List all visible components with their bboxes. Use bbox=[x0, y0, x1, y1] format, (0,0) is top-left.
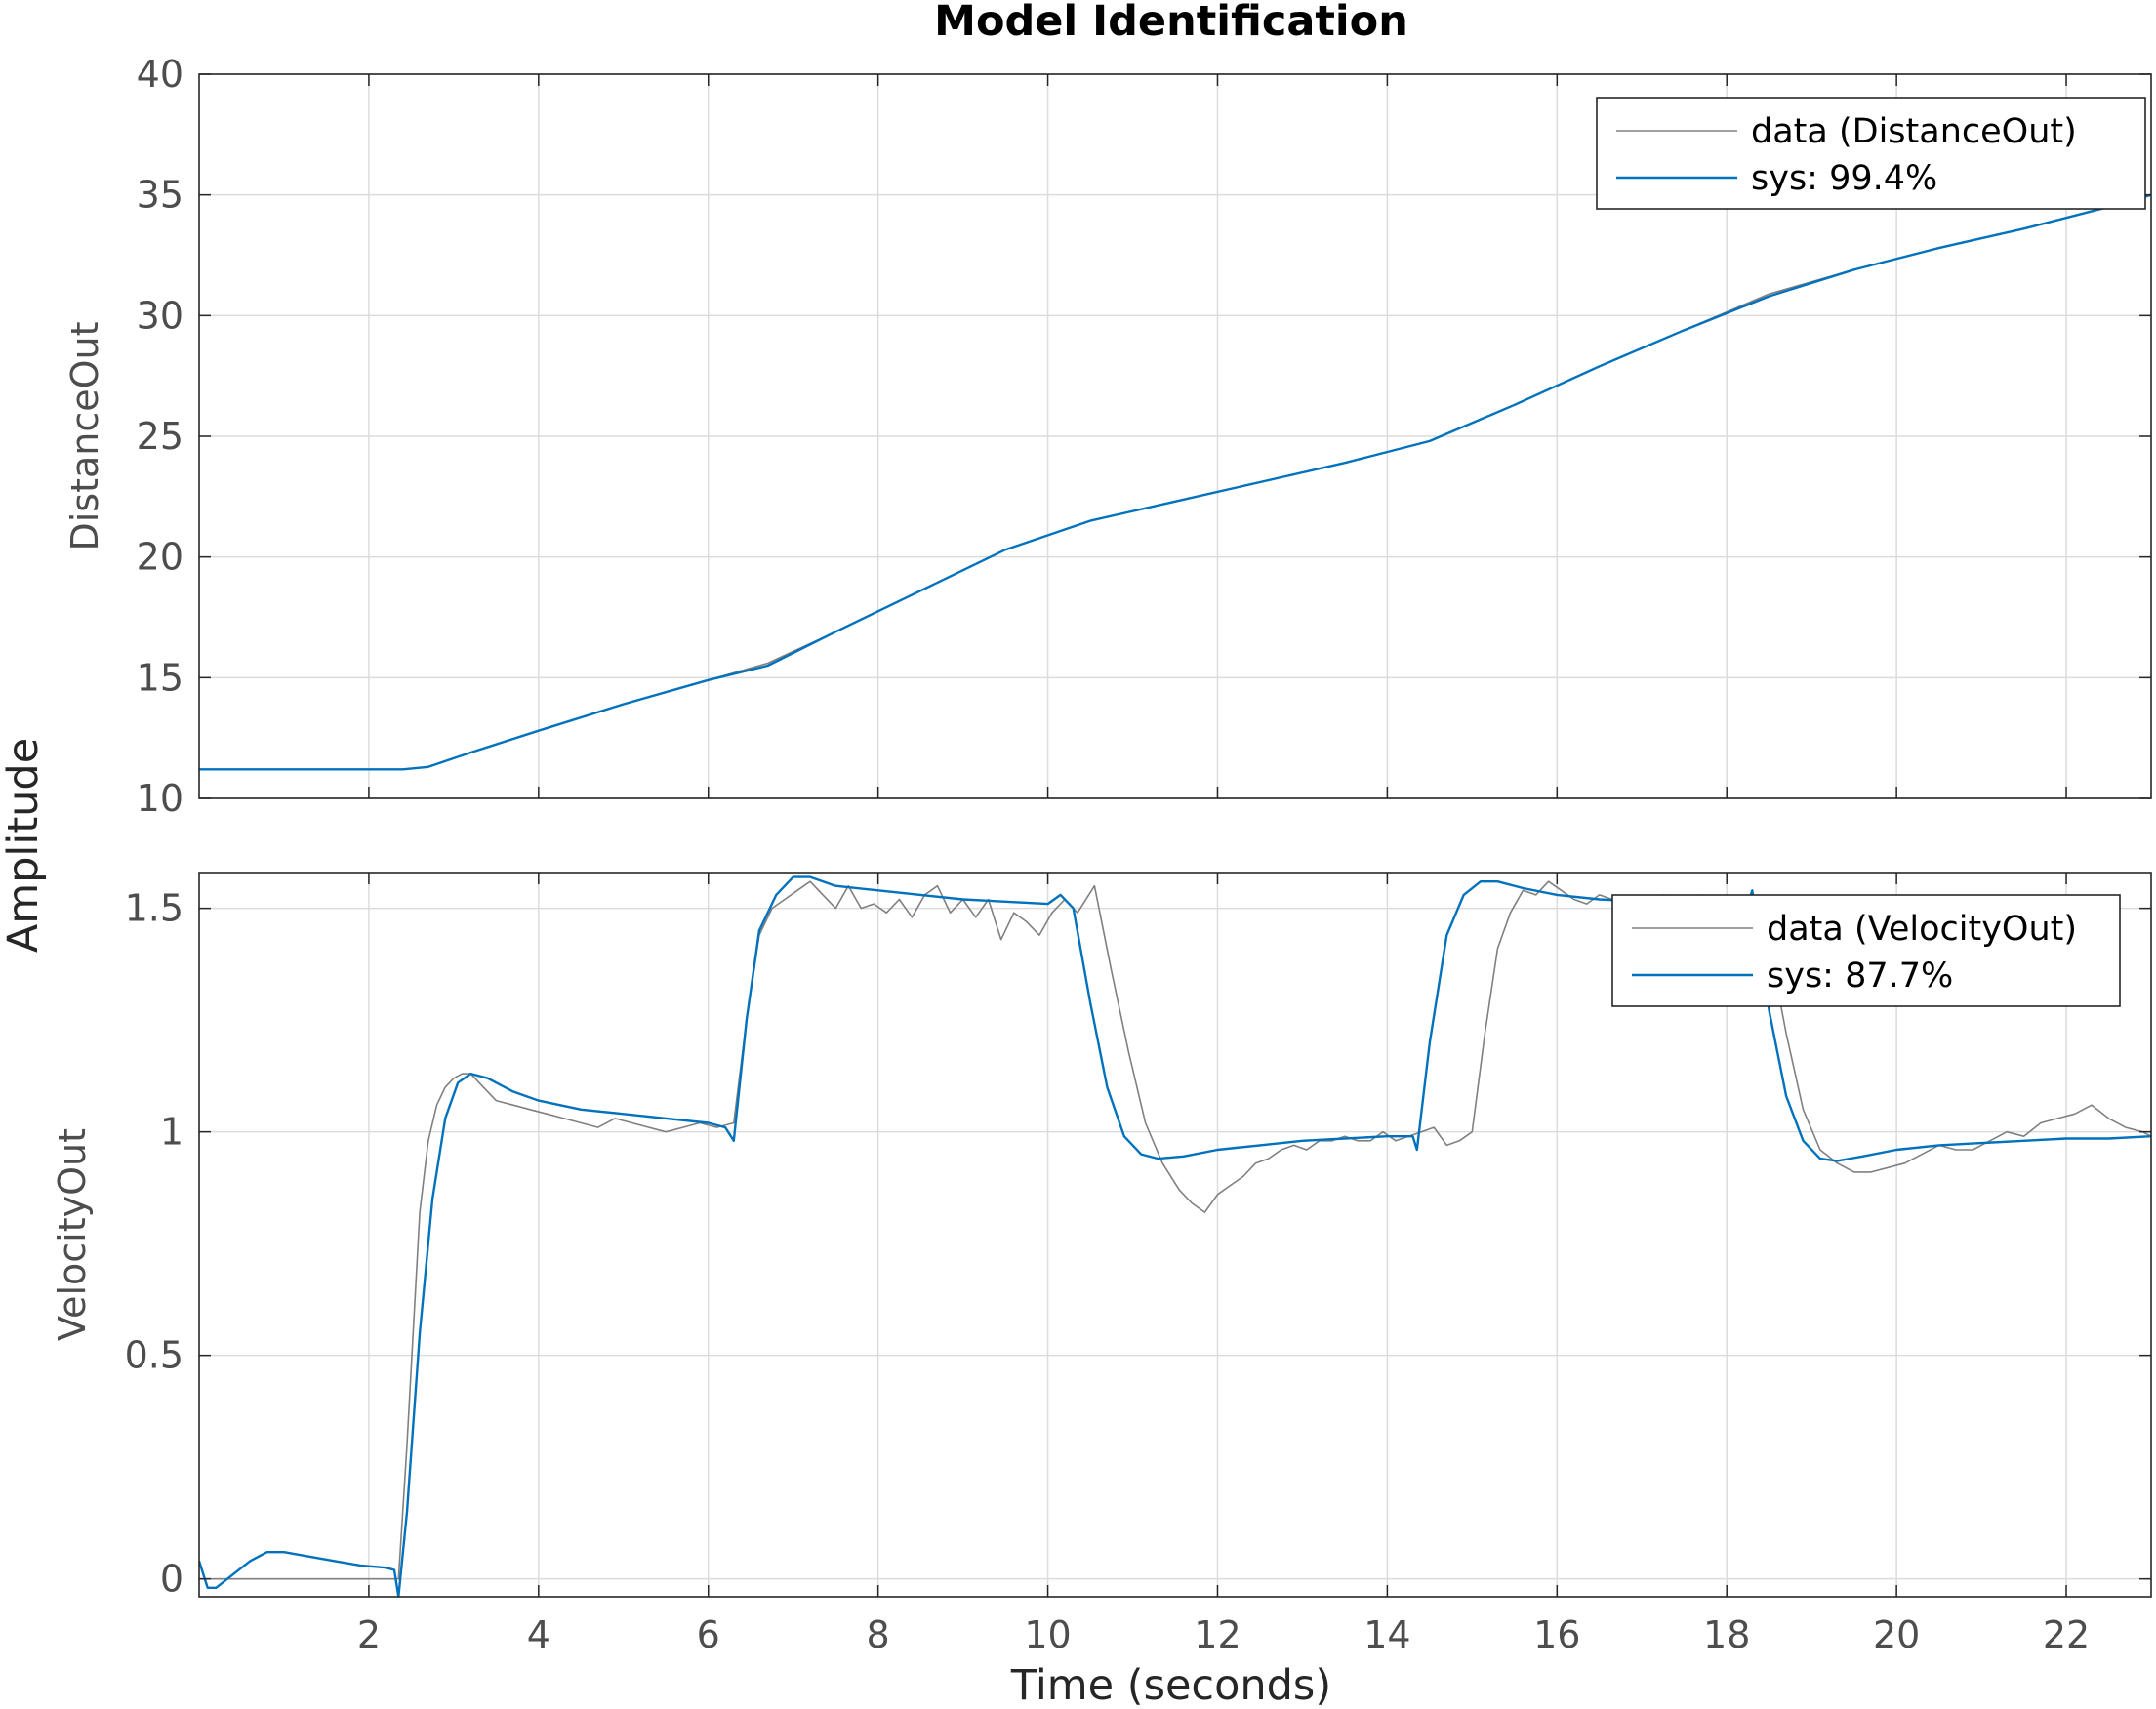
y-tick-label: 30 bbox=[137, 294, 183, 337]
chart-title: Model Identification bbox=[934, 0, 1408, 46]
x-tick-label: 20 bbox=[1873, 1613, 1920, 1656]
x-tick-label: 6 bbox=[697, 1613, 720, 1656]
x-tick-label: 12 bbox=[1194, 1613, 1241, 1656]
legend-label-data: data (DistanceOut) bbox=[1751, 112, 2077, 151]
legend-box bbox=[1611, 894, 2121, 1007]
x-tick-label: 4 bbox=[527, 1613, 550, 1656]
legend: data (DistanceOut) sys: 99.4% bbox=[1596, 97, 2146, 210]
x-tick-label: 8 bbox=[867, 1613, 890, 1656]
y-tick-label: 15 bbox=[137, 656, 183, 699]
y-tick-label: 1 bbox=[160, 1111, 183, 1154]
series-line-sys bbox=[199, 875, 2151, 1597]
series-line-data bbox=[199, 880, 2151, 1580]
y-tick-label: 0.5 bbox=[125, 1334, 183, 1377]
x-tick-label: 16 bbox=[1533, 1613, 1580, 1656]
x-tick-label: 22 bbox=[2043, 1613, 2090, 1656]
y-tick-label: 40 bbox=[137, 53, 183, 96]
axes-box bbox=[198, 872, 2152, 1598]
legend-box bbox=[1596, 97, 2146, 210]
legend-label-sys: sys: 87.7% bbox=[1767, 956, 1953, 996]
y-axis-label: DistanceOut bbox=[63, 321, 106, 550]
x-tick-label: 18 bbox=[1703, 1613, 1750, 1656]
panel-1: 10 15 20 25 30 35 40 DistanceOut data (DistanceO… bbox=[63, 53, 2152, 820]
y-tick-label: 20 bbox=[137, 536, 183, 579]
y-axis-label: VelocityOut bbox=[51, 1128, 94, 1341]
y-tick-label: 25 bbox=[137, 415, 183, 458]
y-tick-label: 10 bbox=[137, 777, 183, 820]
series-line-sys bbox=[199, 193, 2151, 771]
x-tick-label: 10 bbox=[1024, 1613, 1071, 1656]
y-tick-label: 1.5 bbox=[125, 887, 183, 930]
x-axis-label: Time (seconds) bbox=[1010, 1661, 1331, 1709]
y-axis-label-amplitude: Amplitude bbox=[0, 738, 48, 953]
y-tick-label: 0 bbox=[160, 1558, 183, 1601]
legend: data (VelocityOut) sys: 87.7% bbox=[1611, 894, 2121, 1007]
x-tick-label: 14 bbox=[1363, 1613, 1410, 1656]
y-tick-label: 35 bbox=[137, 174, 183, 217]
panel-2: 0 0.5 1 1.5 VelocityOut 2 4 6 8 10 12 14 16 18 20 22 dat… bbox=[51, 872, 2152, 1656]
legend-label-data: data (VelocityOut) bbox=[1767, 910, 2077, 949]
legend-label-sys: sys: 99.4% bbox=[1751, 159, 1937, 198]
x-tick-label: 2 bbox=[357, 1613, 381, 1656]
